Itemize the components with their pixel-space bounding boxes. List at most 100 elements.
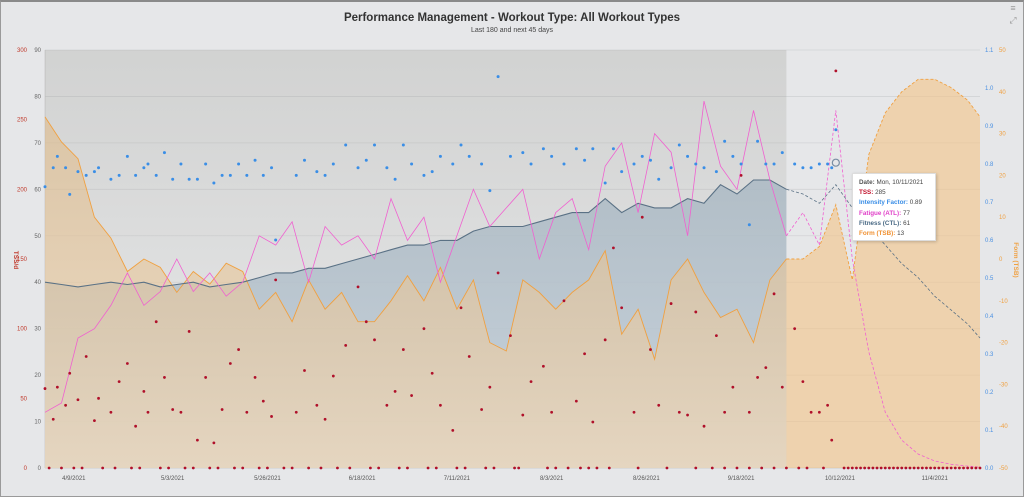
if-point <box>162 151 166 155</box>
if-point <box>611 147 615 151</box>
if-point <box>731 154 735 158</box>
if-point <box>294 173 298 177</box>
tss-point-zero <box>797 466 801 470</box>
expand-arrows-icon[interactable]: ⤢ <box>1009 15 1017 25</box>
if-axis-tick: 0.0 <box>985 466 994 472</box>
tss-point <box>163 376 166 379</box>
tss-point <box>422 327 426 331</box>
if-point <box>640 154 644 158</box>
tss-point <box>649 348 652 351</box>
if-point <box>632 162 636 166</box>
if-point <box>694 162 698 166</box>
tss-point-zero <box>566 466 570 470</box>
tss-point-zero <box>916 466 920 470</box>
tss-point-zero <box>257 466 261 470</box>
tss-point <box>714 334 718 338</box>
tss-point <box>364 320 368 324</box>
if-point <box>401 143 405 147</box>
tss-point <box>142 389 146 393</box>
completed-period-overlay <box>45 50 787 468</box>
if-point <box>430 170 434 174</box>
tss-point-zero <box>970 466 974 470</box>
tss-point-zero <box>101 466 105 470</box>
tss-point <box>496 271 500 275</box>
if-point <box>541 147 545 151</box>
tss-point-zero <box>208 466 212 470</box>
tss-point-zero <box>113 466 117 470</box>
if-point <box>97 166 101 170</box>
tss-point-zero <box>933 466 937 470</box>
tss-point-zero <box>60 466 63 470</box>
tss-point <box>809 410 813 414</box>
tsb-axis-tick: 40 <box>999 90 1006 96</box>
tss-point-zero <box>348 466 352 470</box>
tooltip-tsb: Form (TSB): 13 <box>859 230 905 238</box>
atl-ctl-axis-tick: 80 <box>34 94 41 100</box>
tss-point <box>146 410 150 414</box>
tss-point <box>834 69 838 73</box>
tss-point <box>356 285 360 289</box>
if-point <box>451 162 455 166</box>
tss-point <box>410 394 413 397</box>
tss-axis-tick: 250 <box>17 118 28 124</box>
tss-point-zero <box>595 466 599 470</box>
tss-point-zero <box>949 466 953 470</box>
atl-ctl-axis-tick: 20 <box>34 373 41 379</box>
hamburger-menu-icon[interactable]: ≡ <box>1010 3 1016 13</box>
tss-point <box>780 385 784 389</box>
tsb-axis-tick: 0 <box>999 257 1003 263</box>
tss-point <box>196 438 199 442</box>
tss-point-zero <box>710 466 714 470</box>
tss-point <box>509 334 512 338</box>
tss-point <box>657 403 661 407</box>
if-axis-tick: 0.7 <box>985 200 994 206</box>
if-point <box>657 177 661 181</box>
tss-point <box>212 441 216 445</box>
tss-point-zero <box>191 466 195 470</box>
tss-point-zero <box>822 466 825 470</box>
tss-point <box>640 215 644 219</box>
if-point <box>142 166 146 170</box>
tss-point <box>632 410 636 414</box>
if-point <box>817 162 821 166</box>
tss-point-zero <box>546 466 549 470</box>
tss-axis-tick: 0 <box>24 466 28 472</box>
tss-point-zero <box>554 466 558 470</box>
tss-point-zero <box>130 466 133 470</box>
if-point <box>84 173 88 177</box>
tss-point-zero <box>929 466 932 470</box>
tss-point <box>315 403 319 407</box>
tss-point-zero <box>962 466 965 470</box>
tss-point-zero <box>920 466 924 470</box>
if-point <box>302 158 306 162</box>
if-point <box>323 173 327 177</box>
tss-point-zero <box>336 466 339 470</box>
if-point <box>562 162 566 166</box>
tss-point-zero <box>377 466 381 470</box>
tss-point-zero <box>772 466 776 470</box>
tss-point-zero <box>908 466 912 470</box>
if-point <box>826 162 830 166</box>
x-axis-tick: 5/3/2021 <box>161 476 185 482</box>
if-point <box>253 158 257 162</box>
tss-point-zero <box>426 466 430 470</box>
tss-point-zero <box>883 466 887 470</box>
tss-point <box>603 338 607 342</box>
tss-point <box>323 417 327 421</box>
tss-point <box>459 306 463 310</box>
if-point <box>714 170 718 174</box>
tss-point <box>677 410 681 414</box>
tss-point <box>245 410 249 414</box>
x-axis-tick: 8/3/2021 <box>540 476 564 482</box>
tss-point <box>529 380 533 384</box>
tss-point <box>764 366 768 370</box>
if-point <box>364 158 368 162</box>
tss-point-zero <box>47 466 51 470</box>
tss-point-zero <box>307 466 311 470</box>
atl-ctl-axis-tick: 50 <box>34 234 41 240</box>
tss-point <box>702 424 706 428</box>
tss-point <box>731 385 735 389</box>
tss-point-zero <box>892 466 895 470</box>
tss-point <box>228 362 232 365</box>
tss-point-zero <box>694 466 698 470</box>
